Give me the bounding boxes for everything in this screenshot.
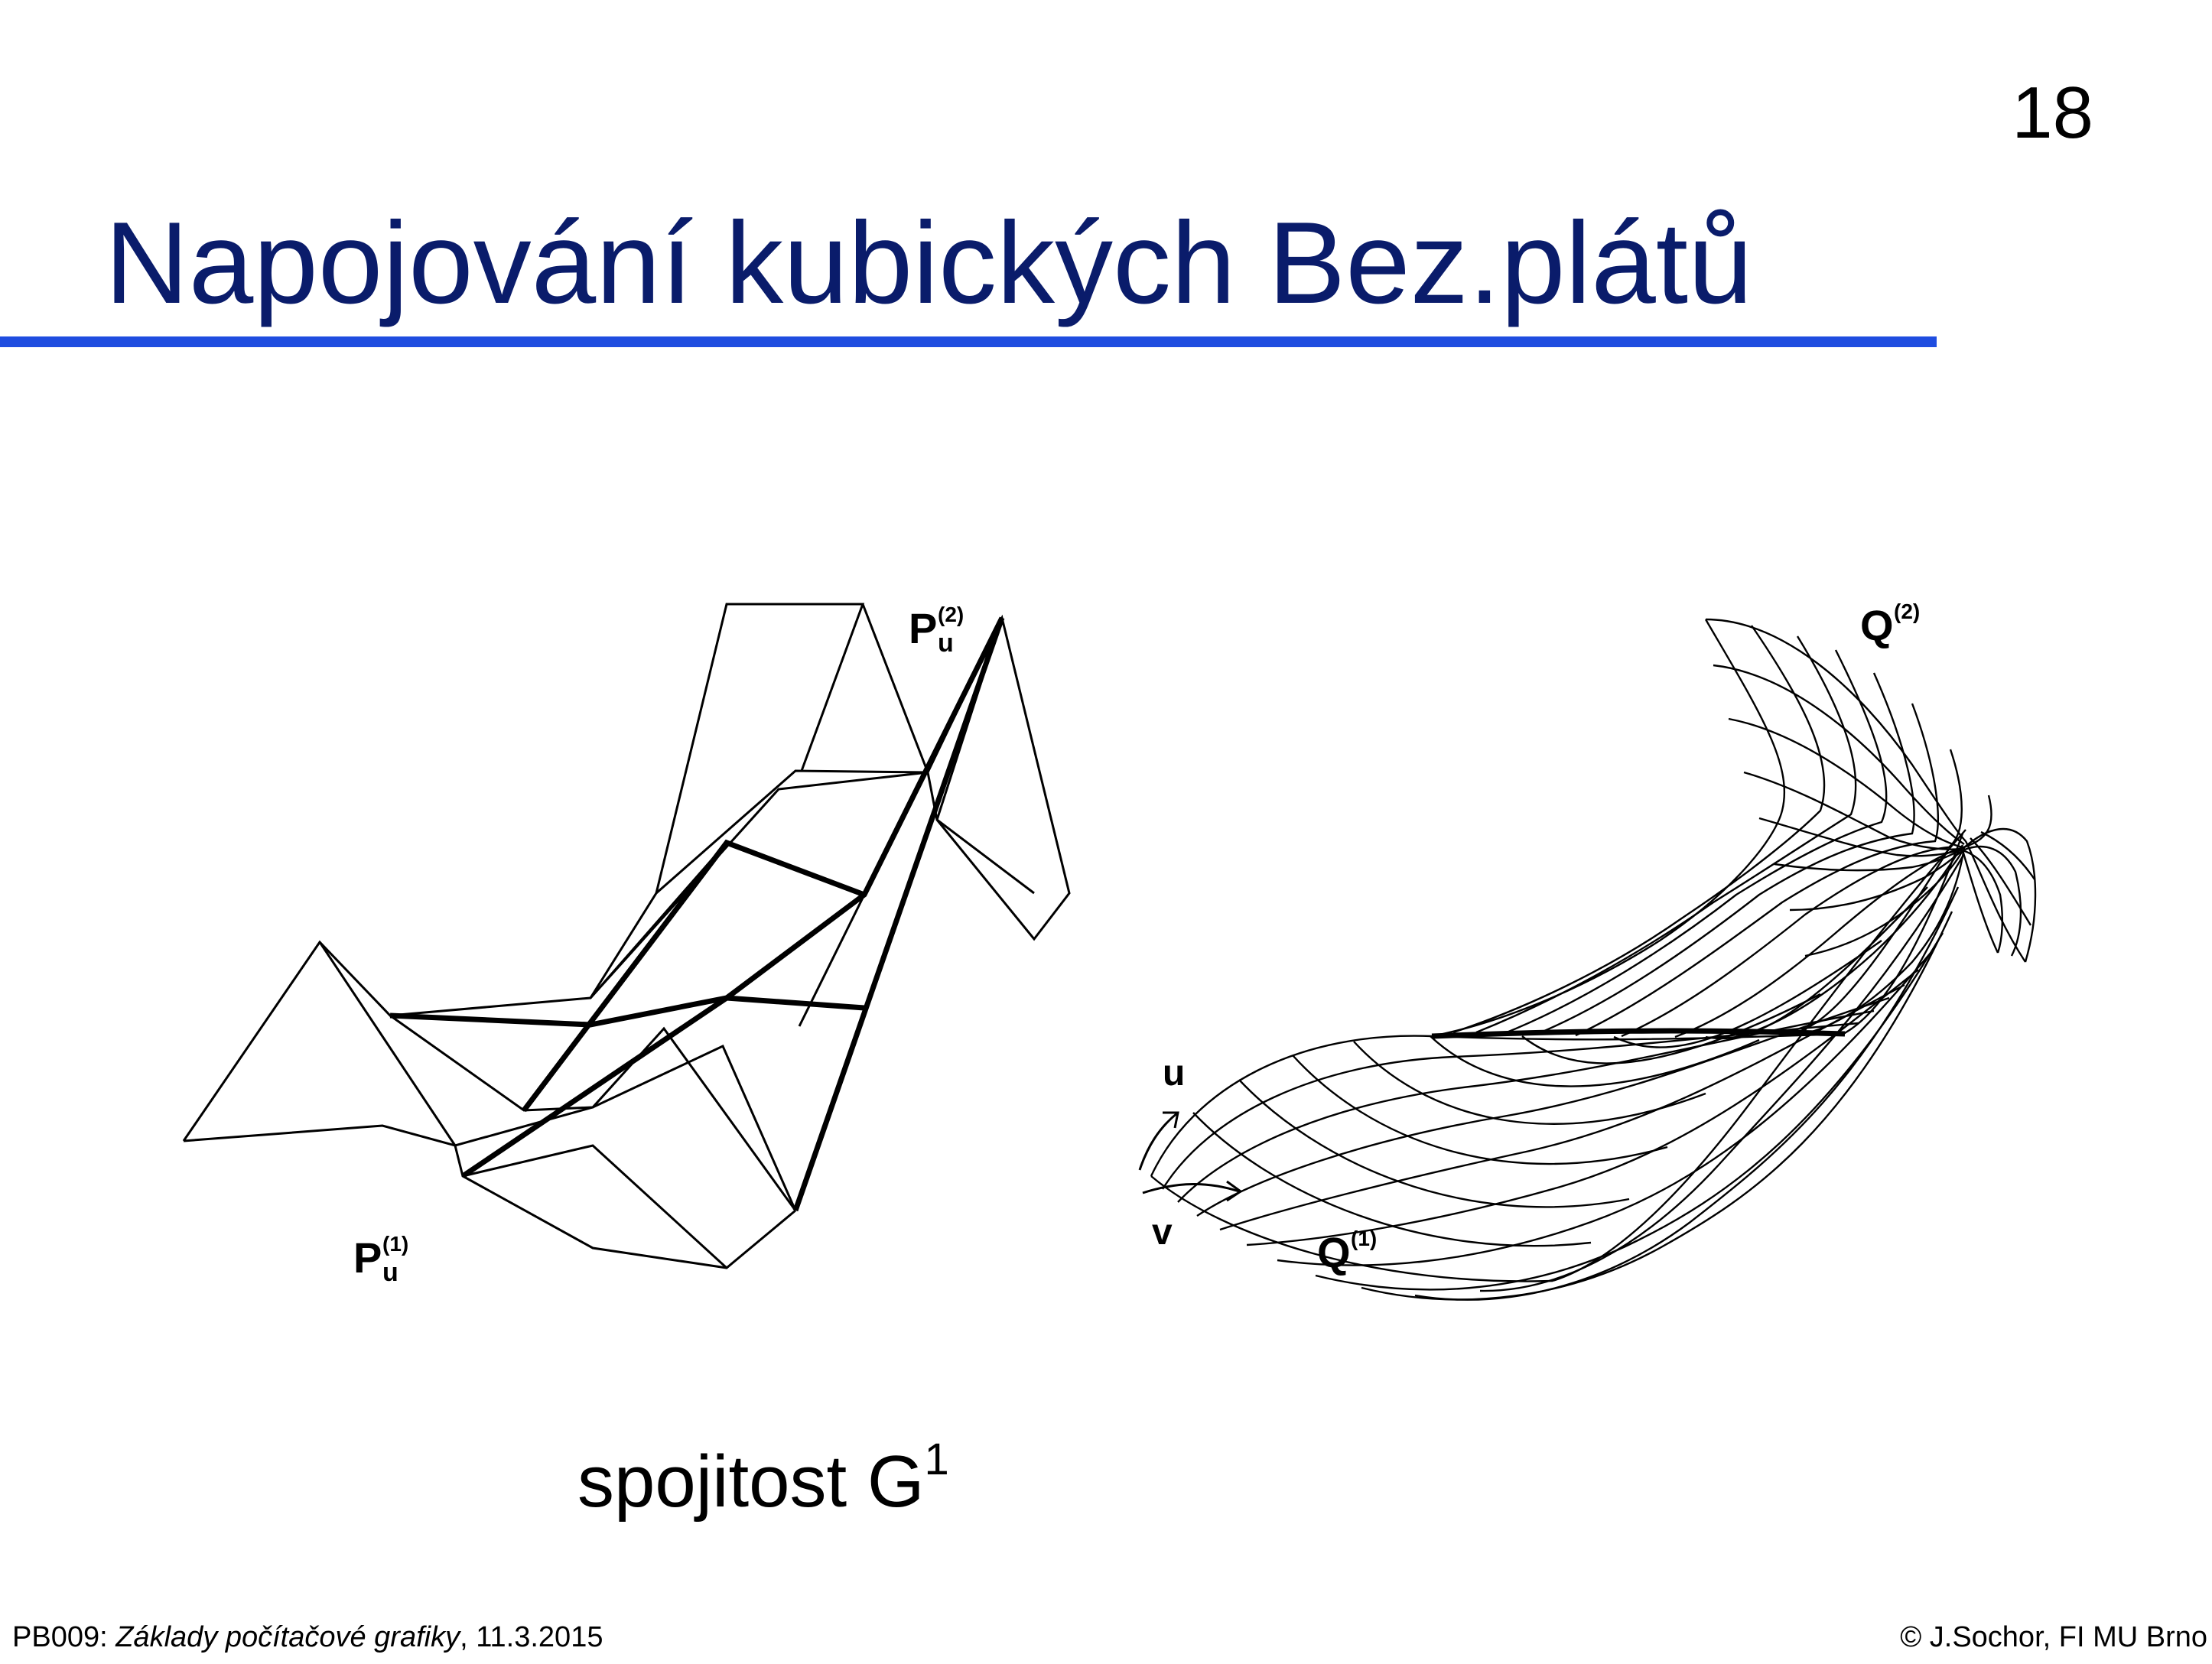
mesh-curve-v — [1980, 830, 2035, 880]
mesh-curve-u — [1743, 771, 1963, 850]
tangent-line — [522, 839, 866, 1113]
axis-label-u: u — [1163, 1053, 1186, 1094]
mesh-curve-v — [1735, 844, 1964, 1038]
label-p-u-2-sub: u — [938, 629, 954, 658]
mesh-curve-v — [1414, 886, 1960, 1301]
title-divider — [0, 336, 1937, 347]
label-q-1: Q (1) — [1317, 1227, 1386, 1277]
label-p-u-1-base: P — [353, 1233, 382, 1282]
mesh-curve-u — [1962, 827, 2037, 963]
axis-label-v: v — [1152, 1212, 1173, 1253]
u-axis-arrow — [1138, 1111, 1179, 1171]
control-polygon-edge — [655, 603, 865, 894]
mesh-curve-v — [1970, 837, 2032, 926]
footer-course-code: PB009: — [12, 1621, 116, 1653]
slide-title: Napojování kubických Bez.plátů — [105, 198, 1753, 328]
mesh-curve-v — [1452, 625, 1826, 1034]
caption-superscript: 1 — [924, 1435, 949, 1484]
label-q-2: Q (2) — [1860, 600, 1929, 650]
footer-date: , 11.3.2015 — [460, 1621, 603, 1653]
mesh-curve-u — [1758, 817, 1963, 857]
label-p-u-1-sup: (1) — [382, 1232, 409, 1256]
mesh-curve-v — [1502, 649, 1888, 1035]
mesh-curve-u — [1353, 1041, 1706, 1125]
label-p-u-2-base: P — [909, 604, 938, 652]
mesh-curve-v — [1161, 1022, 1859, 1190]
mesh-curve-u — [1705, 618, 1966, 842]
figure-caption: spojitost G1 — [577, 1438, 949, 1519]
mesh-curve-u — [1238, 1079, 1630, 1208]
mesh-curve-v — [1431, 619, 1786, 1038]
footer-course: PB009: Základy počítačové grafiky, 11.3.… — [12, 1623, 603, 1652]
mesh-curve-v — [1575, 703, 1939, 1037]
mesh-curve-v — [1964, 840, 2027, 963]
tangent-line — [461, 616, 1005, 1212]
mesh-curve-v — [1797, 847, 1966, 1037]
label-p-u-1: P (1) u — [353, 1233, 415, 1290]
mesh-curve-u — [1192, 1112, 1592, 1247]
label-p-u-1-sub: u — [382, 1258, 398, 1287]
label-q-2-base: Q — [1860, 601, 1894, 649]
mesh-curve-u — [1150, 1175, 1553, 1282]
mesh-curve-v — [1552, 829, 1966, 1282]
mesh-curve-v — [1621, 749, 1963, 1038]
mesh-curve-v — [1196, 996, 1890, 1217]
label-q-2-sup: (2) — [1894, 600, 1921, 623]
mesh-curve-u — [1962, 849, 2003, 954]
v-arrowhead-icon — [1226, 1180, 1243, 1202]
mesh-curve-u — [1705, 886, 1928, 1040]
mesh-curve-u — [1789, 850, 1963, 912]
control-polygon-edge — [318, 941, 457, 1146]
control-polygon-edge — [462, 1144, 728, 1269]
mesh-curve-u — [1713, 664, 1965, 845]
control-polygon-edge — [183, 1044, 797, 1211]
label-q-1-sup: (1) — [1351, 1227, 1378, 1250]
mesh-curve-v — [1537, 672, 1915, 1035]
control-polygon-edge — [454, 1145, 796, 1269]
mesh-curve-u — [1962, 845, 2022, 957]
mesh-curve-u — [1430, 1035, 1760, 1087]
label-p-u-2-sup: (2) — [938, 603, 964, 626]
boundary-curve — [389, 995, 865, 1028]
control-polyhedron — [182, 603, 1071, 1269]
v-axis-arrow — [1142, 1183, 1240, 1194]
surface-mesh — [1150, 618, 2037, 1301]
mesh-curve-u — [1774, 847, 1963, 872]
control-polygon-edge — [589, 771, 929, 999]
mesh-curve-v — [1246, 969, 1919, 1246]
caption-text: spojitost G — [577, 1441, 925, 1523]
label-q-1-base: Q — [1317, 1228, 1351, 1276]
control-polygon-edge — [861, 603, 1035, 895]
mesh-curve-v — [1277, 951, 1932, 1266]
mesh-curve-u — [1804, 850, 1964, 957]
mesh-curve-v — [1315, 932, 1944, 1291]
mesh-curve-u — [1292, 1055, 1668, 1165]
shared-boundary-curve — [1431, 1028, 1846, 1039]
mesh-curve-u — [1728, 717, 1963, 849]
mesh-curve-v — [1479, 856, 1964, 1292]
control-polygon-edge — [589, 614, 1071, 999]
mesh-curve-v — [1219, 983, 1905, 1231]
u-arrowhead-icon — [1163, 1111, 1179, 1129]
footer-course-title: Základy počítačové grafiky — [115, 1621, 460, 1653]
control-polygon-edge — [389, 1014, 797, 1211]
control-polygon-edge — [182, 841, 867, 1142]
mesh-curve-u — [1521, 993, 1821, 1064]
axis-arrows — [1138, 1111, 1243, 1202]
slide-number: 18 — [2012, 72, 2093, 154]
mesh-curve-v — [1177, 1009, 1875, 1203]
mesh-curve-v — [1961, 850, 1999, 954]
mesh-curve-v — [1475, 635, 1857, 1034]
label-p-u-2: P (2) u — [909, 603, 970, 661]
footer-copyright: © J.Sochor, FI MU Brno — [1900, 1621, 2207, 1653]
